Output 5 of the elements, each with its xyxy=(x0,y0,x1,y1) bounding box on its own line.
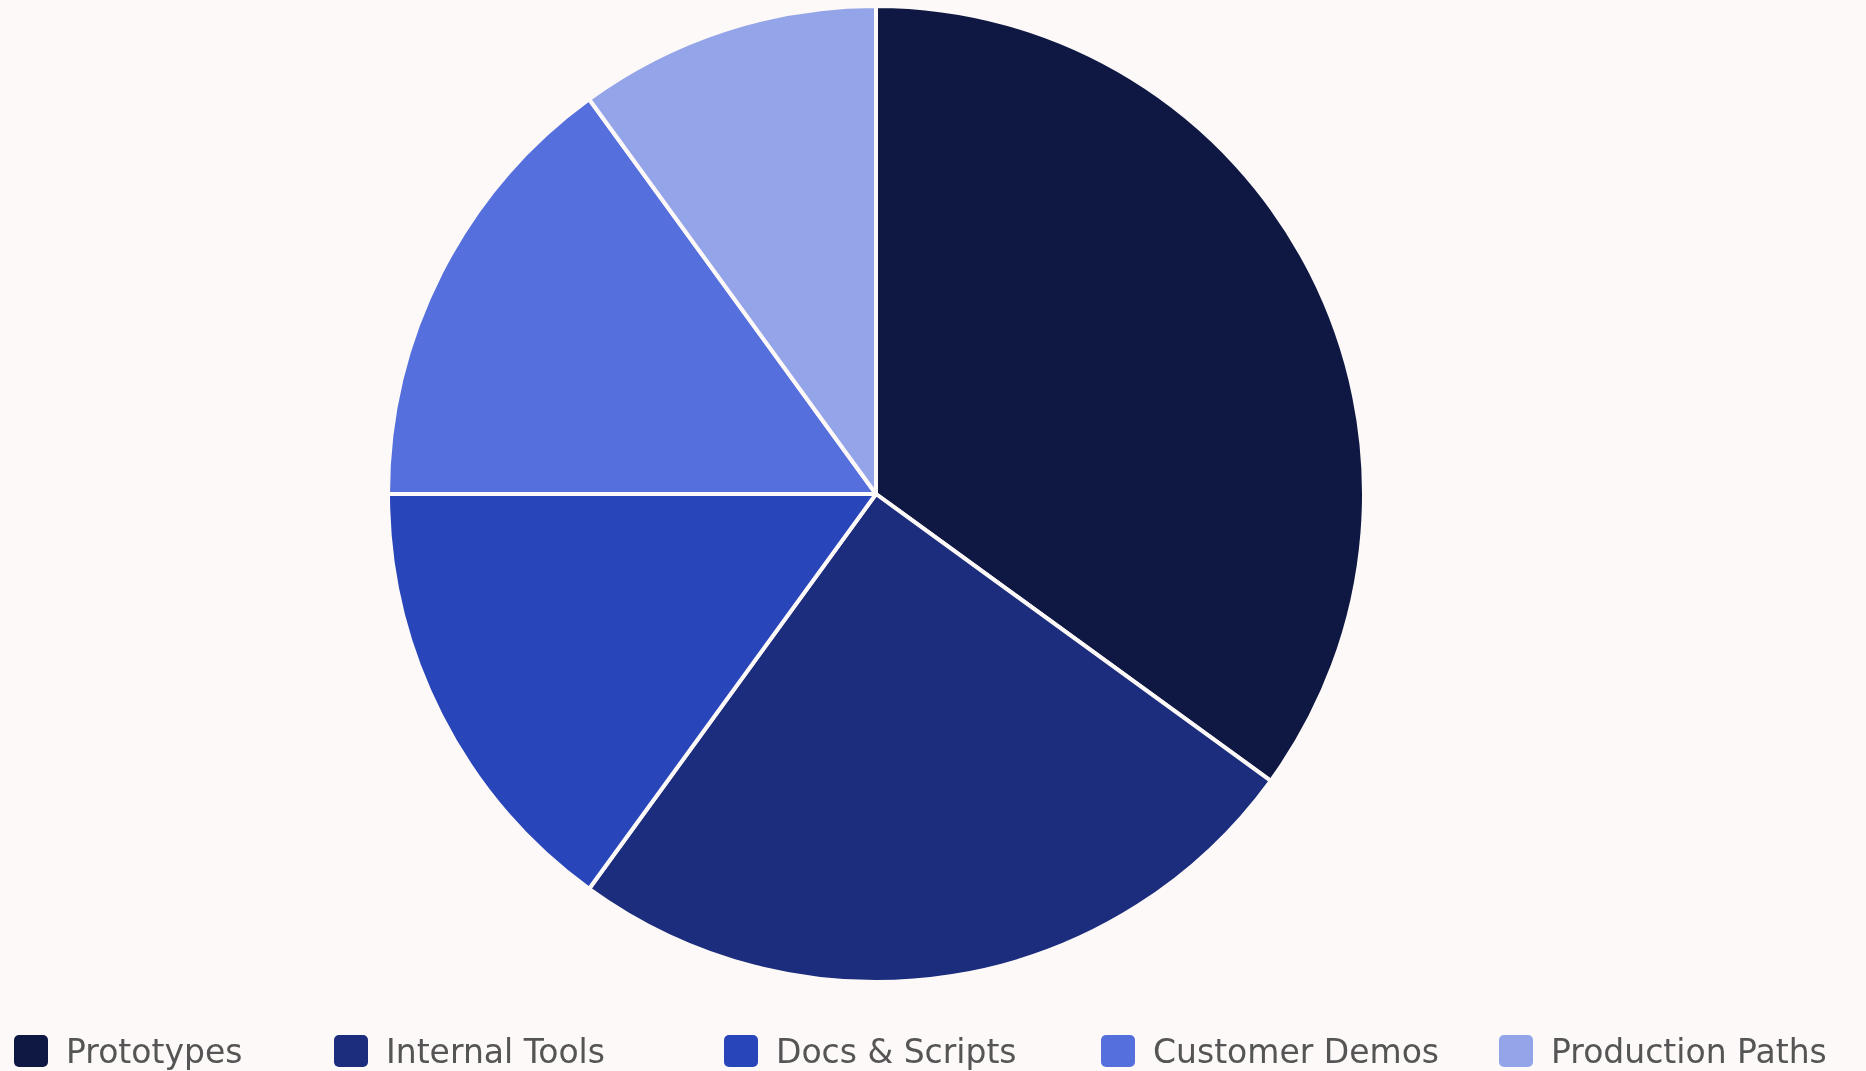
legend-label: Prototypes xyxy=(66,1031,243,1071)
legend-label: Production Paths xyxy=(1551,1031,1827,1071)
legend-label: Customer Demos xyxy=(1153,1031,1440,1071)
legend-label: Internal Tools xyxy=(386,1031,605,1071)
legend-label: Docs & Scripts xyxy=(776,1031,1017,1071)
